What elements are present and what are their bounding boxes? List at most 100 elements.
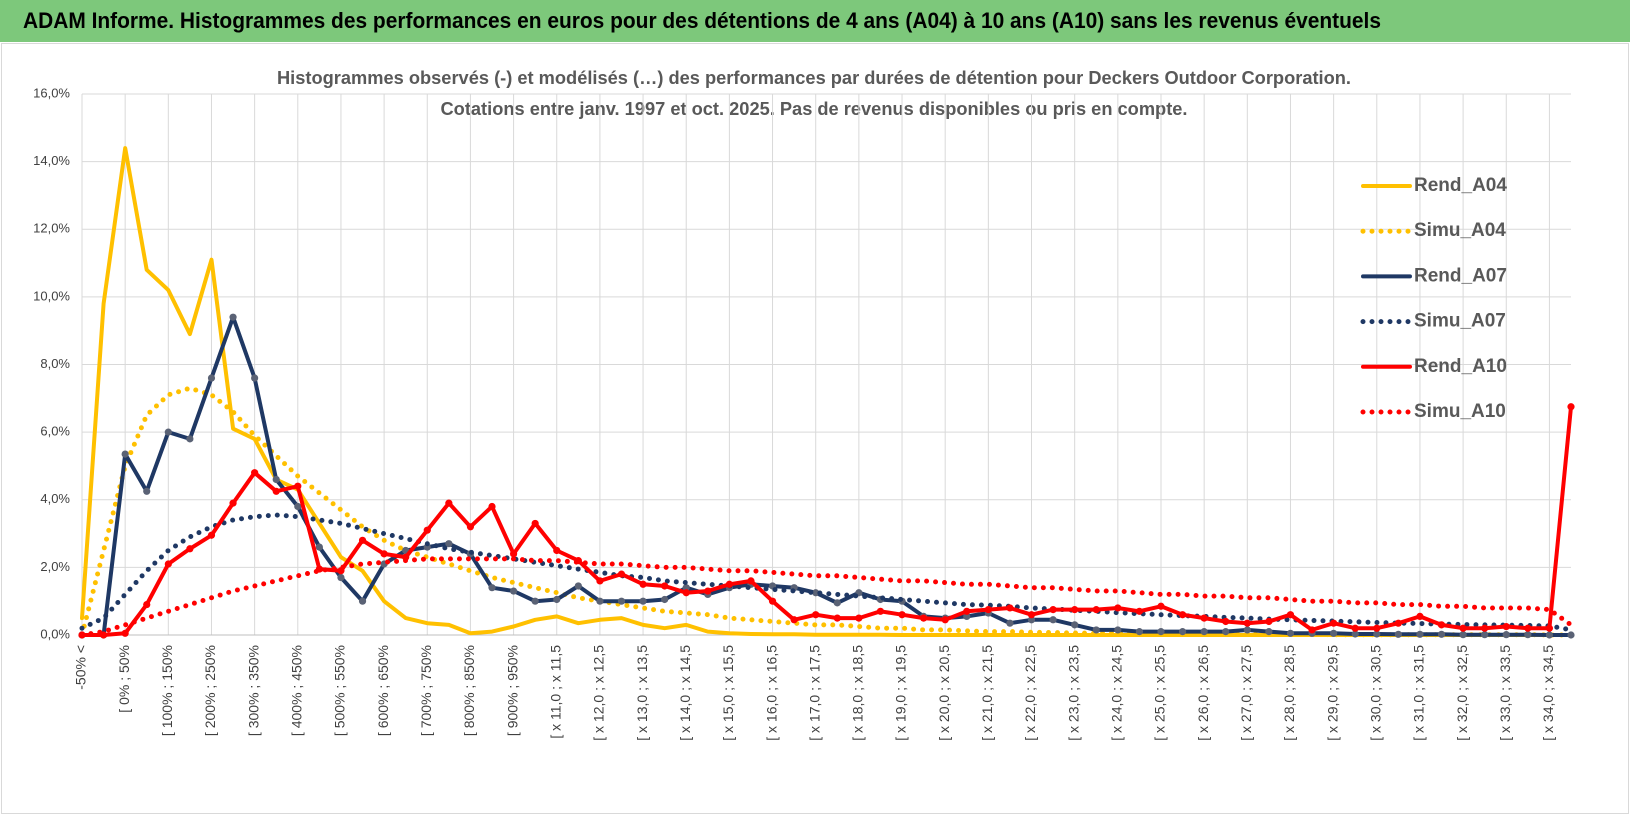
legend-label: Simu_A07	[1414, 311, 1506, 332]
point-marker	[682, 589, 690, 597]
point-marker	[1243, 626, 1251, 634]
point-marker	[1027, 611, 1036, 619]
point-marker	[1308, 626, 1316, 634]
x-tick-label: [ x 18,0 ; x 18,5	[850, 645, 866, 741]
point-marker	[121, 629, 129, 637]
point-marker	[207, 531, 216, 539]
x-tick-label: [ 400% ; 450%	[289, 645, 305, 736]
point-marker	[1502, 631, 1510, 639]
point-marker	[164, 428, 172, 436]
legend-label: Rend_A10	[1414, 356, 1507, 377]
point-marker	[704, 587, 712, 595]
point-marker	[1135, 607, 1144, 615]
point-marker	[1222, 617, 1230, 626]
point-marker	[1178, 611, 1187, 619]
point-marker	[1178, 628, 1187, 636]
x-tick-label: [ 700% ; 750%	[418, 645, 434, 736]
point-marker	[380, 550, 388, 558]
point-marker	[1524, 624, 1532, 632]
point-marker	[661, 582, 669, 590]
point-marker	[164, 560, 172, 568]
point-marker	[812, 611, 820, 619]
x-tick-label: [ x 26,0 ; x 26,5	[1195, 645, 1211, 741]
x-tick-label: [ x 31,0 ; x 31,5	[1411, 645, 1427, 741]
point-marker	[445, 540, 453, 548]
point-marker	[1437, 630, 1446, 638]
point-marker	[1071, 606, 1079, 614]
point-marker	[963, 612, 971, 621]
chart-frame	[1, 43, 1629, 814]
series-line	[79, 556, 1574, 638]
point-marker	[1330, 629, 1338, 637]
x-tick-label: [ x 17,0 ; x 17,5	[806, 645, 822, 741]
point-marker	[337, 573, 345, 582]
point-marker	[747, 577, 755, 585]
point-marker	[531, 597, 539, 605]
x-tick-label: [ x 33,0 ; x 33,5	[1497, 645, 1513, 741]
y-tick-label: 12,0%	[33, 221, 70, 236]
y-tick-label: 8,0%	[40, 356, 70, 371]
x-tick-label: [ 900% ; 950%	[504, 645, 520, 736]
point-marker	[1222, 628, 1230, 636]
y-tick-label: 16,0%	[33, 85, 70, 100]
series-line	[80, 315, 1573, 637]
y-tick-label: 14,0%	[33, 153, 70, 168]
point-marker	[596, 577, 604, 585]
point-marker	[1049, 616, 1057, 624]
point-marker	[488, 584, 496, 592]
point-marker	[207, 374, 216, 382]
point-marker	[143, 600, 151, 609]
point-marker	[725, 580, 733, 588]
point-marker	[574, 582, 582, 590]
point-marker	[1049, 606, 1057, 614]
point-marker	[121, 450, 129, 458]
x-tick-label: [ x 27,0 ; x 27,5	[1238, 645, 1254, 741]
point-marker	[1265, 617, 1273, 626]
point-marker	[1373, 624, 1381, 632]
x-tick-label: [ x 25,0 ; x 25,5	[1152, 645, 1168, 741]
point-marker	[186, 435, 194, 443]
point-marker	[1006, 619, 1014, 627]
x-tick-label: [ 100% ; 150%	[159, 645, 175, 736]
x-tick-label: [ x 13,0 ; x 13,5	[634, 645, 650, 741]
point-marker	[229, 499, 237, 507]
point-marker	[1200, 628, 1208, 636]
y-tick-label: 0,0%	[40, 626, 70, 641]
point-marker	[1027, 616, 1036, 624]
point-marker	[1567, 631, 1575, 639]
point-marker	[445, 499, 453, 507]
point-marker	[682, 584, 690, 592]
x-tick-label: [ x 15,0 ; x 15,5	[720, 645, 736, 741]
point-marker	[1286, 629, 1295, 637]
point-marker	[1286, 611, 1295, 619]
point-marker	[1416, 612, 1424, 621]
point-marker	[1545, 624, 1554, 632]
point-marker	[1437, 621, 1446, 629]
point-marker	[876, 607, 885, 615]
point-marker	[531, 519, 539, 528]
point-marker	[898, 611, 906, 619]
x-tick-label: -50% <	[73, 645, 89, 690]
chart-subtitle: Cotations entre janv. 1997 et oct. 2025.…	[441, 99, 1188, 119]
chart-title: Histogrammes observés (-) et modélisés (…	[277, 68, 1351, 88]
point-marker	[1092, 626, 1100, 634]
point-marker	[984, 606, 992, 614]
x-tick-label: [ x 23,0 ; x 23,5	[1065, 645, 1081, 741]
point-marker	[1157, 628, 1165, 636]
point-marker	[1330, 619, 1338, 627]
point-marker	[272, 475, 280, 484]
x-tick-label: [ x 21,0 ; x 21,5	[979, 645, 995, 741]
point-marker	[1502, 622, 1510, 631]
x-tick-label: [ x 16,0 ; x 16,5	[763, 645, 779, 741]
point-marker	[1481, 624, 1489, 632]
x-tick-label: [ x 28,0 ; x 28,5	[1281, 645, 1297, 741]
point-marker	[1567, 403, 1575, 411]
x-tick-label: [ 0% ; 50%	[116, 645, 132, 713]
point-marker	[1373, 630, 1381, 638]
x-tick-label: [ 200% ; 250%	[202, 645, 218, 736]
point-marker	[272, 487, 280, 495]
point-marker	[963, 607, 971, 615]
point-marker	[509, 587, 518, 595]
point-marker	[1200, 614, 1208, 622]
